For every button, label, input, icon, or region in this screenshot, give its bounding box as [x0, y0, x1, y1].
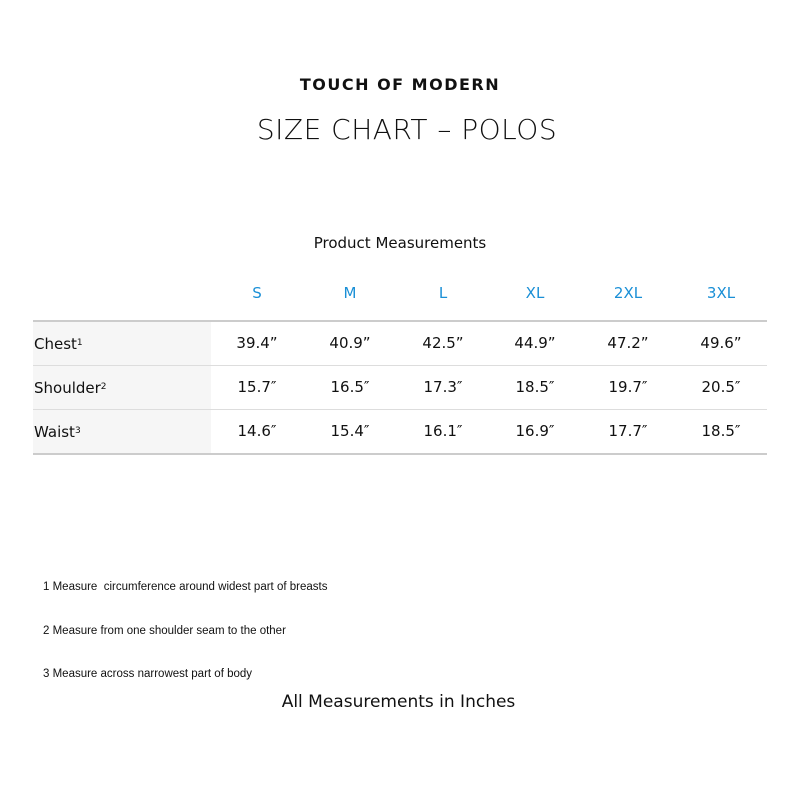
row-label-text: Chest — [34, 335, 77, 353]
footnote-ref: 3 — [74, 426, 81, 436]
measurement-cell: 17.3″ — [423, 378, 463, 396]
measurement-cell: 16.1″ — [423, 422, 463, 440]
measurement-cell: 18.5″ — [515, 378, 555, 396]
size-table: S M L XL 2XL 3XL Chest1 39.4” 40.9” 42.5” 44… — [33, 280, 767, 455]
table-row: Shoulder2 15.7″ 16.5″ 17.3″ 18.5″ 19.7″ 20.5″ — [33, 366, 767, 410]
footnotes: 1 Measure circumference around widest pa… — [43, 551, 327, 696]
size-header: XL — [525, 284, 545, 302]
measurement-cell: 47.2” — [607, 334, 649, 352]
footnote-ref: 2 — [100, 382, 107, 392]
units-note: All Measurements in Inches — [281, 692, 516, 712]
row-label-text: Waist — [34, 423, 75, 441]
measurement-cell: 39.4” — [236, 334, 278, 352]
size-header: L — [438, 284, 448, 302]
measurement-cell: 19.7″ — [608, 378, 648, 396]
brand-logo: TOUCH OF MODERN — [299, 75, 501, 94]
measurement-cell: 17.7″ — [608, 422, 648, 440]
footnote-ref: 1 — [76, 338, 83, 348]
footnote: 2 Measure from one shoulder seam to the … — [43, 624, 286, 637]
size-header: 3XL — [706, 284, 736, 302]
measurement-cell: 40.9” — [329, 334, 371, 352]
size-header: 2XL — [613, 284, 643, 302]
footnote: 3 Measure across narrowest part of body — [43, 668, 253, 680]
table-row: Chest1 39.4” 40.9” 42.5” 44.9” 47.2” 49.6” — [33, 320, 767, 366]
measurement-cell: 49.6” — [700, 334, 742, 352]
size-header: M — [343, 284, 357, 302]
measurement-cell: 20.5″ — [701, 378, 741, 396]
measurement-cell: 44.9” — [514, 334, 556, 352]
measurement-cell: 15.7″ — [237, 378, 277, 396]
row-label: Shoulder2 — [33, 366, 211, 409]
footnote: 1 Measure circumference around widest pa… — [43, 581, 328, 593]
table-row: Waist3 14.6″ 15.4″ 16.1″ 16.9″ 17.7″ 18.5″ — [33, 410, 767, 455]
page-title: SIZE CHART – POLOS — [256, 113, 558, 146]
measurement-cell: 18.5″ — [701, 422, 741, 440]
measurement-cell: 15.4″ — [330, 422, 370, 440]
measurement-cell: 42.5” — [422, 334, 464, 352]
measurement-cell: 16.5″ — [330, 378, 370, 396]
row-label-text: Shoulder — [34, 379, 101, 397]
measurement-cell: 14.6″ — [237, 422, 277, 440]
row-label: Waist3 — [33, 410, 211, 453]
table-caption: Product Measurements — [313, 234, 487, 252]
size-header-row: S M L XL 2XL 3XL — [33, 280, 767, 320]
row-label: Chest1 — [33, 322, 211, 365]
measurement-cell: 16.9″ — [515, 422, 555, 440]
size-header: S — [252, 284, 262, 302]
